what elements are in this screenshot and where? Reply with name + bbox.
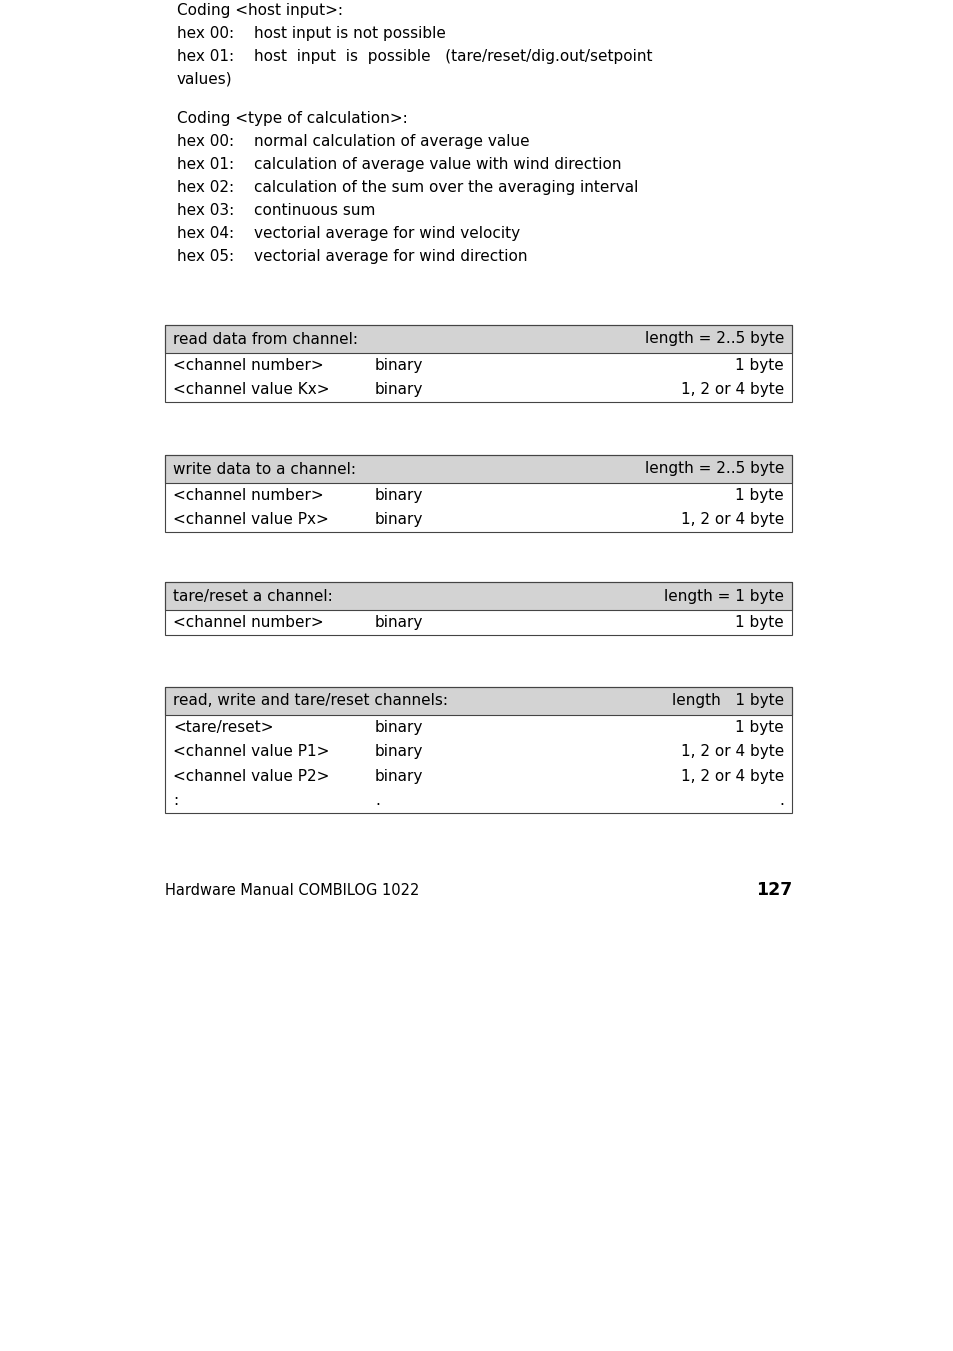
Text: binary: binary [375,769,423,784]
Bar [165,326,791,353]
Text: <channel number>: <channel number> [172,615,323,630]
Text: binary: binary [375,488,423,503]
Text: :: : [172,793,178,808]
Text: length = 2..5 byte: length = 2..5 byte [644,462,783,477]
Text: hex 04:: hex 04: [177,226,233,240]
Text: 1 byte: 1 byte [735,720,783,735]
Text: Coding <host input>:: Coding <host input>: [177,3,343,18]
Text: .: . [375,793,379,808]
Bar [165,582,791,611]
Text: host input is not possible: host input is not possible [253,26,445,41]
Text: hex 02:: hex 02: [177,180,233,195]
Text: <tare/reset>: <tare/reset> [172,720,274,735]
Text: <channel value Px>: <channel value Px> [172,512,329,527]
Text: binary: binary [375,382,423,397]
Text: vectorial average for wind direction: vectorial average for wind direction [253,249,527,263]
Text: hex 01:: hex 01: [177,157,233,172]
Text: values): values) [177,72,233,86]
Text: <channel value P1>: <channel value P1> [172,744,329,759]
Text: 1, 2 or 4 byte: 1, 2 or 4 byte [680,382,783,397]
Text: 127: 127 [755,881,791,898]
Text: hex 01:: hex 01: [177,49,233,63]
Bar [165,582,791,635]
Bar [165,326,791,403]
Text: vectorial average for wind velocity: vectorial average for wind velocity [253,226,519,240]
Text: calculation of average value with wind direction: calculation of average value with wind d… [253,157,620,172]
Text: length = 1 byte: length = 1 byte [663,589,783,604]
Text: binary: binary [375,358,423,373]
Text: write data to a channel:: write data to a channel: [172,462,355,477]
Text: <channel value P2>: <channel value P2> [172,769,329,784]
Text: read, write and tare/reset channels:: read, write and tare/reset channels: [172,693,448,708]
Text: hex 00:: hex 00: [177,26,233,41]
Text: 1, 2 or 4 byte: 1, 2 or 4 byte [680,512,783,527]
Text: read data from channel:: read data from channel: [172,331,357,346]
Text: length   1 byte: length 1 byte [671,693,783,708]
Text: hex 03:: hex 03: [177,203,234,218]
Text: binary: binary [375,720,423,735]
Text: normal calculation of average value: normal calculation of average value [253,134,529,149]
Text: <channel number>: <channel number> [172,488,323,503]
Text: tare/reset a channel:: tare/reset a channel: [172,589,333,604]
Text: binary: binary [375,744,423,759]
Text: length = 2..5 byte: length = 2..5 byte [644,331,783,346]
Text: <channel value Kx>: <channel value Kx> [172,382,329,397]
Text: Hardware Manual COMBILOG 1022: Hardware Manual COMBILOG 1022 [165,884,419,898]
Text: 1 byte: 1 byte [735,358,783,373]
Bar [165,688,791,715]
Text: 1 byte: 1 byte [735,615,783,630]
Text: 1, 2 or 4 byte: 1, 2 or 4 byte [680,769,783,784]
Text: binary: binary [375,615,423,630]
Text: 1, 2 or 4 byte: 1, 2 or 4 byte [680,744,783,759]
Text: hex 00:: hex 00: [177,134,233,149]
Text: Coding <type of calculation>:: Coding <type of calculation>: [177,111,407,126]
Text: host  input  is  possible   (tare/reset/dig.out/setpoint: host input is possible (tare/reset/dig.o… [253,49,652,63]
Bar [165,455,791,532]
Text: hex 05:: hex 05: [177,249,233,263]
Text: calculation of the sum over the averaging interval: calculation of the sum over the averagin… [253,180,638,195]
Bar [165,455,791,484]
Text: <channel number>: <channel number> [172,358,323,373]
Text: continuous sum: continuous sum [253,203,375,218]
Text: .: . [779,793,783,808]
Bar [165,688,791,813]
Text: 1 byte: 1 byte [735,488,783,503]
Text: binary: binary [375,512,423,527]
